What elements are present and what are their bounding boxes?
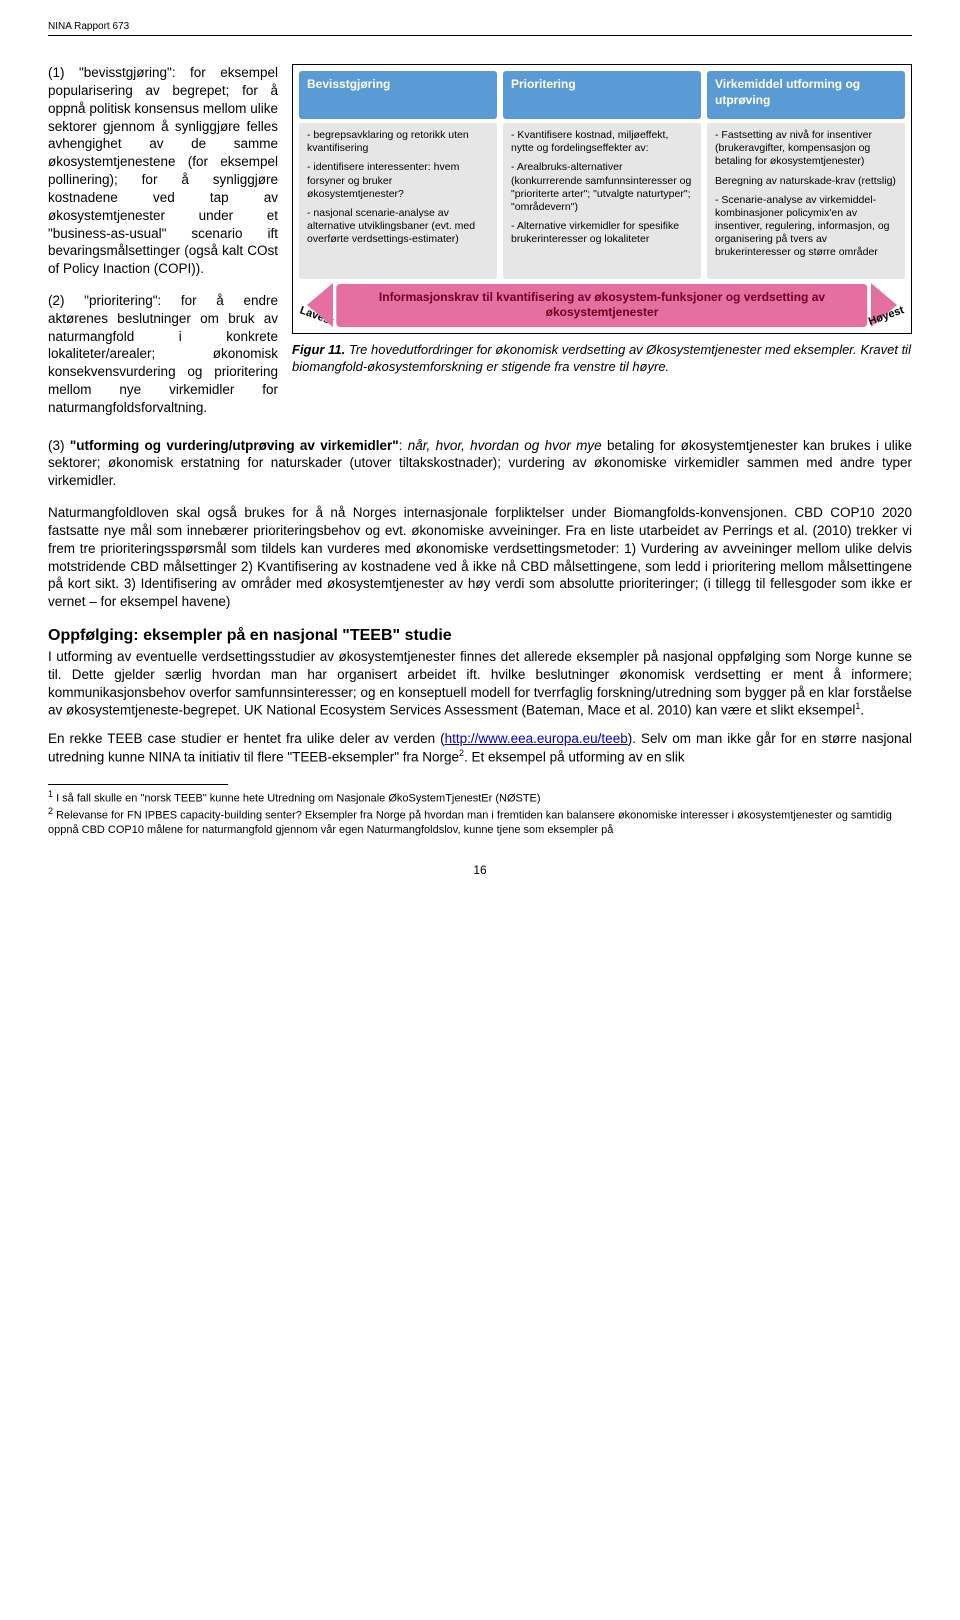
figcap-label: Figur 11. <box>292 342 345 357</box>
report-header: NINA Rapport 673 <box>48 20 912 36</box>
dia-head-bevisstgjoring: Bevisstgjøring <box>299 71 497 119</box>
right-figure-column: Bevisstgjøring Prioritering Virkemiddel … <box>292 64 912 416</box>
paragraph-2: (2) "prioritering": for å endre aktørene… <box>48 292 278 417</box>
footnote-2-text: Relevanse for FN IPBES capacity-building… <box>48 810 892 836</box>
dia-b-1: - Kvantifisere kostnad, miljøeffekt, nyt… <box>511 129 693 155</box>
footnote-2: 2 Relevanse for FN IPBES capacity-buildi… <box>48 806 912 837</box>
paragraph-5: I utforming av eventuelle verdsettingsst… <box>48 648 912 720</box>
two-column-section: (1) "bevisstgjøring": for eksempel popul… <box>48 64 912 416</box>
dia-body-a: - begrepsavklaring og retorikk uten kvan… <box>299 123 497 279</box>
paragraph-1: (1) "bevisstgjøring": for eksempel popul… <box>48 64 278 278</box>
footnote-1-text: I så fall skulle en "norsk TEEB" kunne h… <box>53 793 541 805</box>
info-demand-banner: Informasjonskrav til kvantifisering av ø… <box>336 284 867 328</box>
figure-11-diagram: Bevisstgjøring Prioritering Virkemiddel … <box>292 64 912 334</box>
paragraph-6: En rekke TEEB case studier er hentet fra… <box>48 730 912 766</box>
dia-body-b: - Kvantifisere kostnad, miljøeffekt, nyt… <box>503 123 701 279</box>
p5-main: I utforming av eventuelle verdsettingsst… <box>48 649 912 718</box>
dia-c-1: - Fastsetting av nivå for insentiver (br… <box>715 129 897 168</box>
p3-text: (3) "utforming og vurdering/utprøving av… <box>48 438 912 489</box>
paragraph-3: (3) "utforming og vurdering/utprøving av… <box>48 437 912 490</box>
figure-11-caption: Figur 11. Tre hovedutfordringer for økon… <box>292 342 912 376</box>
diagram-body-row: - begrepsavklaring og retorikk uten kvan… <box>299 123 905 279</box>
dia-b-3: - Alternative virkemidler for spesifike … <box>511 220 693 246</box>
dia-a-2: - identifisere interessenter: hvem forsy… <box>307 161 489 200</box>
dia-a-1: - begrepsavklaring og retorikk uten kvan… <box>307 129 489 155</box>
diagram-header-row: Bevisstgjøring Prioritering Virkemiddel … <box>299 71 905 119</box>
dia-c-3: - Scenarie-analyse av virkemiddel-kombin… <box>715 194 897 260</box>
page-number: 16 <box>48 863 912 879</box>
dia-body-c: - Fastsetting av nivå for insentiver (br… <box>707 123 905 279</box>
p6-c: . Et eksempel på utforming av en slik <box>464 749 685 764</box>
p5-end: . <box>860 703 864 718</box>
banner-arrow-left-icon <box>307 283 333 327</box>
teeb-link[interactable]: http://www.eea.europa.eu/teeb <box>445 731 628 746</box>
dia-b-2: - Arealbruks-alternativer (konkurrerende… <box>511 161 693 214</box>
left-text-column: (1) "bevisstgjøring": for eksempel popul… <box>48 64 278 416</box>
figcap-text: Tre hovedutfordringer for økonomisk verd… <box>292 342 911 374</box>
section-heading-oppfolging: Oppfølging: eksempler på en nasjonal "TE… <box>48 625 912 646</box>
dia-head-prioritering: Prioritering <box>503 71 701 119</box>
dia-c-2: Beregning av naturskade-krav (rettslig) <box>715 175 897 188</box>
footnote-1: 1 I så fall skulle en "norsk TEEB" kunne… <box>48 789 912 806</box>
footnote-separator <box>48 784 228 785</box>
p6-a: En rekke TEEB case studier er hentet fra… <box>48 731 445 746</box>
dia-head-virkemiddel: Virkemiddel utforming og utprøving <box>707 71 905 119</box>
paragraph-4: Naturmangfoldloven skal også brukes for … <box>48 504 912 611</box>
dia-a-3: - nasjonal scenarie-analyse av alternati… <box>307 207 489 246</box>
